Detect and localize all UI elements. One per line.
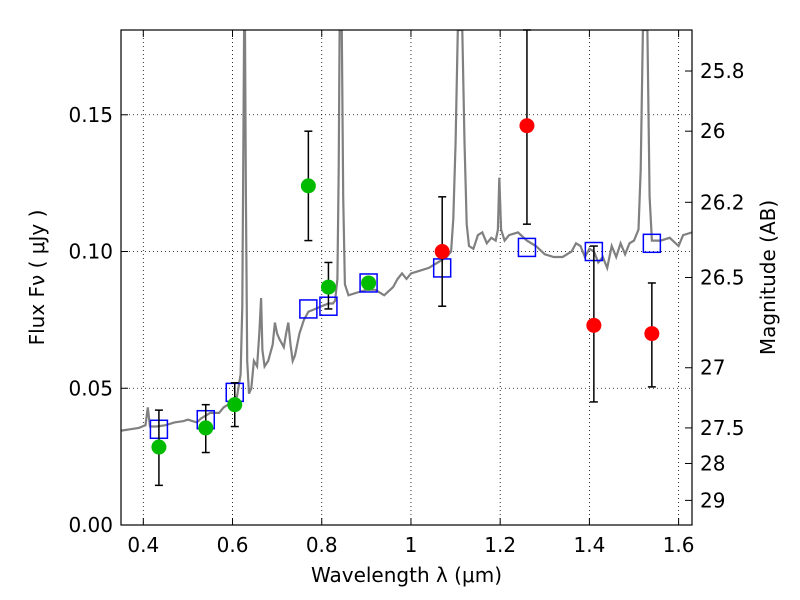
y-axis-title: Flux Fν ( μJy )	[25, 210, 49, 346]
model-photometry-square	[517, 237, 537, 258]
observed-flux-point	[300, 178, 316, 194]
model-photometry-square	[642, 233, 662, 254]
y-tick-label: 0.15	[68, 103, 113, 127]
observed-flux-point	[519, 118, 535, 134]
tick-layer: 0.4 0.6 0.8 1 1.2 1.4 1.6 0.00 0.05 0.10 0.15 25.8 2…	[68, 30, 745, 557]
observed-flux-point	[434, 244, 450, 260]
y-tick-label: 0.00	[68, 513, 113, 537]
grid-lines	[121, 30, 692, 526]
observed-flux-point	[227, 397, 243, 413]
observed-flux-point	[320, 279, 336, 295]
x-tick-label: 0.8	[306, 533, 338, 557]
spectrum-layer	[121, 30, 692, 432]
y2-tick-label: 29	[700, 488, 725, 512]
x-tick-label: 1	[405, 533, 418, 557]
y2-tick-label: 26.5	[700, 266, 745, 290]
spectrum-line	[121, 30, 692, 432]
x-axis-title: Wavelength λ (μm)	[311, 563, 502, 587]
y2-tick-label: 26.2	[700, 190, 745, 214]
x-tick-label: 0.6	[217, 533, 249, 557]
x-tick-label: 1.4	[573, 533, 605, 557]
y-tick-label: 0.05	[68, 376, 113, 400]
observed-flux-point	[644, 326, 660, 342]
x-tick-label: 1.6	[663, 533, 695, 557]
model-photometry-square	[299, 299, 318, 319]
y2-tick-label: 25.8	[700, 59, 745, 83]
y2-tick-label: 26	[700, 119, 725, 143]
y2-tick-label: 28	[700, 451, 725, 475]
marker-layer	[149, 29, 662, 487]
y2-axis-title: Magnitude (AB)	[756, 200, 780, 355]
observed-flux-point	[586, 317, 602, 333]
observed-flux-point	[151, 439, 167, 455]
y2-tick-label: 27	[700, 356, 725, 380]
y2-tick-label: 27.5	[700, 416, 745, 440]
observed-flux-point	[198, 420, 214, 436]
x-tick-label: 0.4	[127, 533, 159, 557]
observed-flux-point	[361, 275, 377, 291]
y-tick-label: 0.10	[68, 240, 113, 264]
model-photometry-square	[359, 273, 378, 293]
x-tick-label: 1.2	[484, 533, 516, 557]
